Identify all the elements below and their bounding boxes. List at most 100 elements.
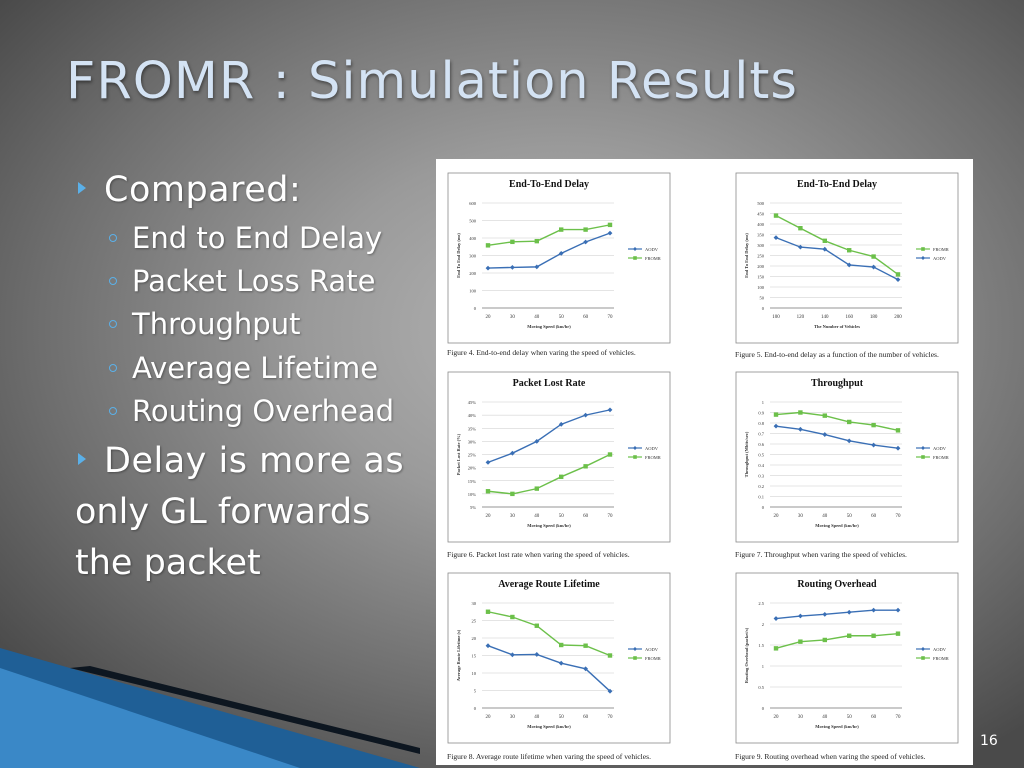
bullet-arrow-icon (78, 182, 86, 194)
data-point-fromr (895, 631, 901, 636)
data-point-fromr (485, 609, 491, 614)
x-tick-label: 70 (608, 514, 614, 519)
series-line-aodv (775, 425, 899, 449)
data-point-fromr (871, 422, 876, 428)
sub-bullet-text: Routing Overhead (132, 394, 395, 428)
x-tick-label: 40 (534, 715, 540, 720)
bullet-text: Delay is more as (104, 441, 405, 481)
figure-caption: Figure 8. Average route lifetime when va… (447, 752, 651, 761)
legend-label: AODV (645, 446, 659, 451)
data-point-aodv (846, 438, 852, 444)
data-point-aodv (773, 235, 779, 241)
chart-title: Throughput (811, 378, 864, 389)
x-tick-label: 40 (822, 514, 828, 519)
data-point-aodv (583, 239, 588, 245)
y-tick-label: 0 (762, 706, 765, 711)
data-point-fromr (534, 623, 539, 628)
data-point-fromr (485, 243, 491, 248)
legend-label: AODV (933, 647, 947, 652)
slide-title: FROMR : Simulation Results (66, 52, 798, 111)
data-point-aodv (607, 230, 613, 236)
figure-caption: Figure 6. Packet lost rate when varing t… (447, 550, 630, 559)
y-tick-label: 10% (468, 492, 477, 497)
x-tick-label: 60 (583, 514, 589, 519)
chart-2: End-To-End Delay 0 50 100 150 200 250 300 350 400… (735, 172, 959, 359)
y-tick-label: 0.3 (758, 474, 764, 479)
data-point-aodv (583, 412, 588, 418)
data-point-fromr (559, 227, 564, 232)
series-line-fromr (487, 224, 611, 247)
legend-marker (633, 656, 637, 660)
legend-marker (633, 455, 637, 459)
x-tick-label: 60 (583, 715, 589, 720)
y-tick-label: 250 (757, 254, 765, 259)
y-tick-label: 5 (474, 689, 477, 694)
legend-marker (921, 256, 925, 260)
data-point-aodv (607, 688, 613, 694)
data-point-aodv (822, 246, 828, 252)
data-point-fromr (485, 489, 491, 494)
y-tick-label: 0 (474, 306, 477, 311)
x-tick-label: 30 (510, 315, 516, 320)
data-point-fromr (895, 428, 901, 433)
data-point-fromr (534, 486, 539, 491)
x-tick-label: 180 (870, 315, 878, 320)
data-point-fromr (847, 633, 852, 638)
data-point-fromr (871, 633, 876, 638)
sub-bullet-circle-icon (109, 234, 117, 242)
x-tick-label: 40 (822, 715, 828, 720)
y-tick-label: 45% (468, 400, 477, 405)
y-tick-label: 10 (472, 671, 477, 676)
data-point-aodv (485, 265, 491, 271)
legend-label: AODV (933, 256, 947, 261)
y-axis-label: Routing Overhead (packet/s) (744, 627, 749, 683)
data-point-fromr (822, 637, 827, 643)
legend-label: FROMR (645, 656, 661, 661)
legend-label: AODV (645, 647, 659, 652)
data-point-fromr (583, 227, 588, 232)
chart-6: Routing Overhead 0 0.5 1 1.5 2 2.5 20 30 40 50 60 70… (735, 572, 959, 761)
y-tick-label: 5% (470, 505, 476, 510)
data-point-aodv (485, 459, 491, 465)
sub-bullet-circle-icon (109, 277, 117, 285)
data-point-aodv (583, 666, 588, 672)
data-point-fromr (559, 642, 564, 648)
series-line-fromr (775, 214, 899, 275)
data-point-aodv (798, 426, 803, 432)
chart-title: End-To-End Delay (509, 179, 589, 190)
y-tick-label: 35% (468, 426, 477, 431)
y-tick-label: 450 (757, 212, 765, 217)
data-point-aodv (871, 264, 876, 270)
y-tick-label: 1.5 (758, 643, 764, 648)
x-tick-label: 50 (847, 715, 853, 720)
y-tick-label: 200 (469, 271, 477, 276)
x-tick-label: 30 (510, 514, 516, 519)
figure-caption: Figure 7. Throughput when varing the spe… (735, 550, 907, 559)
x-tick-label: 20 (774, 514, 780, 519)
chart-4: Throughput 0 0.1 0.2 0.3 0.4 0.5 0.6 0.7 0.8 0.9 1 2… (735, 371, 959, 559)
y-tick-label: 100 (469, 289, 477, 294)
y-tick-label: 25% (468, 453, 477, 458)
y-axis-label: Packet Lost Rate (%) (456, 433, 461, 475)
y-tick-label: 15 (472, 654, 477, 659)
legend-label: FROMR (933, 656, 949, 661)
bullet-arrow-icon (78, 453, 86, 465)
data-point-fromr (773, 646, 779, 651)
chart-5: Average Route Lifetime 0 5 10 15 20 25 30 20 30 40… (447, 572, 671, 761)
data-point-aodv (822, 432, 828, 437)
chart-title: Packet Lost Rate (513, 378, 586, 389)
figure-caption: Figure 9. Routing overhead when varing t… (735, 752, 926, 761)
data-point-aodv (871, 442, 876, 448)
y-tick-label: 30% (468, 439, 477, 444)
x-tick-label: 20 (486, 315, 492, 320)
data-point-fromr (534, 238, 539, 244)
data-point-aodv (607, 407, 613, 413)
x-axis-label: Moving Speed (km/hr) (815, 523, 859, 528)
data-point-aodv (895, 445, 901, 451)
legend-marker (921, 446, 925, 450)
chart-title: Routing Overhead (797, 579, 877, 590)
x-tick-label: 60 (583, 315, 589, 320)
x-tick-label: 50 (559, 315, 565, 320)
